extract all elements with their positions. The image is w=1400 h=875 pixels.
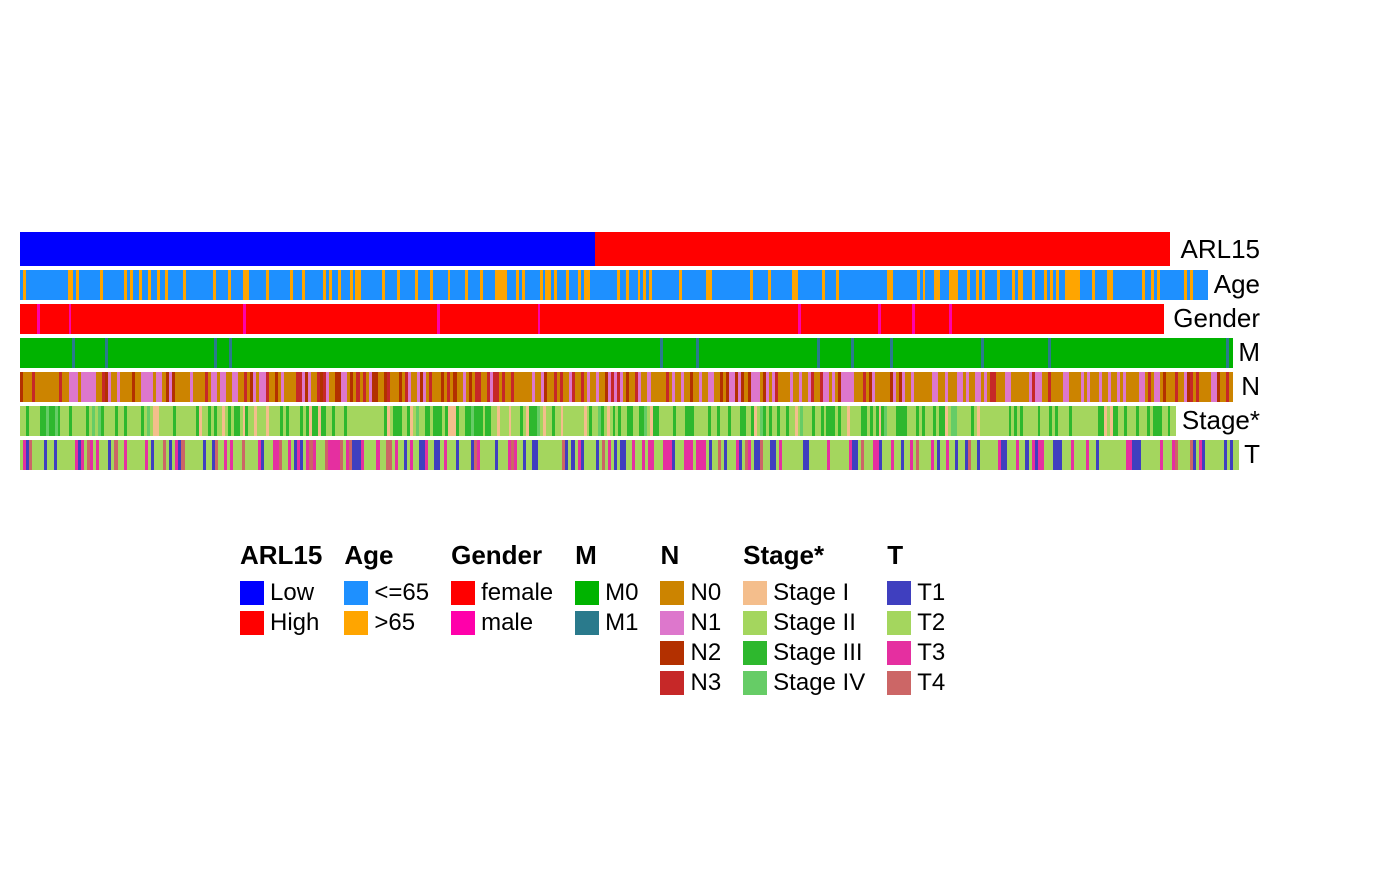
legend-swatch [660,641,684,665]
legend-item: male [451,609,553,637]
legend-label: male [481,609,533,637]
legend-label: Stage I [773,579,849,607]
legend-item: M1 [575,609,638,637]
track-cells-age [20,270,1206,300]
legend-label: Stage III [773,639,862,667]
legend-label: female [481,579,553,607]
track-arl15: ARL15 [20,232,1260,266]
legend-col-1: Age <=65>65 [344,540,429,699]
track-label-t: T [1244,439,1260,470]
legend-item: T2 [887,609,945,637]
legend-title: Age [344,540,429,571]
legend-swatch [240,611,264,635]
legend-item: N1 [660,609,721,637]
legend-label: Low [270,579,314,607]
legend-title: Gender [451,540,553,571]
legend-label: T2 [917,609,945,637]
legend-swatch [344,581,368,605]
legend-col-0: ARL15 LowHigh [240,540,322,699]
legend-col-2: Gender femalemale [451,540,553,699]
legend-label: N1 [690,609,721,637]
legend-area: ARL15LowHighAge<=65>65GenderfemalemaleMM… [240,540,945,699]
legend-col-6: T T1T2T3T4 [887,540,945,699]
legend-swatch [743,581,767,605]
legend-swatch [575,611,599,635]
chart-canvas: ARL15AgeGenderMNStage*T ARL15LowHighAge<… [0,0,1400,875]
legend-label: T4 [917,669,945,697]
track-cells-t [20,440,1236,470]
legend-item: N3 [660,669,721,697]
legend-label: N0 [690,579,721,607]
legend-swatch [887,671,911,695]
legend-col-5: Stage* Stage IStage IIStage IIIStage IV [743,540,865,699]
track-age: Age [20,269,1260,300]
track-label-stage: Stage* [1182,405,1260,436]
legend-item: N2 [660,639,721,667]
legend-item: M0 [575,579,638,607]
legend-label: M1 [605,609,638,637]
track-label-arl15: ARL15 [1181,234,1261,265]
track-n: N [20,371,1260,402]
legend-item: Stage I [743,579,865,607]
legend-item: >65 [344,609,429,637]
legend-swatch [240,581,264,605]
legend-swatch [660,581,684,605]
track-stage: Stage* [20,405,1260,436]
legend-item: Stage II [743,609,865,637]
legend-item: <=65 [344,579,429,607]
track-label-n: N [1241,371,1260,402]
track-cells-gender [20,304,1165,334]
legend-swatch [743,611,767,635]
legend-swatch [451,581,475,605]
legend-title: M [575,540,638,571]
legend-item: High [240,609,322,637]
legend-item: Stage IV [743,669,865,697]
legend-label: <=65 [374,579,429,607]
legend-item: N0 [660,579,721,607]
legend-item: Low [240,579,322,607]
track-label-m: M [1238,337,1260,368]
legend-item: T1 [887,579,945,607]
legend-swatch [660,611,684,635]
heatmap-area: ARL15 AgeGenderMNStage*T [20,232,1260,473]
track-gender: Gender [20,303,1260,334]
legend-swatch [660,671,684,695]
track-cells-stage [20,406,1174,436]
legend-title: T [887,540,945,571]
legend-item: Stage III [743,639,865,667]
track-m: M [20,337,1260,368]
legend-title: Stage* [743,540,865,571]
legend-title: ARL15 [240,540,322,571]
legend-swatch [743,641,767,665]
legend-label: Stage IV [773,669,865,697]
track-label-age: Age [1214,269,1260,300]
legend-item: female [451,579,553,607]
track-cells-m [20,338,1230,368]
legend-swatch [887,641,911,665]
track-cells-arl15 [20,232,1173,266]
legend-label: N2 [690,639,721,667]
legend-label: T3 [917,639,945,667]
legend-label: Stage II [773,609,856,637]
legend-label: T1 [917,579,945,607]
legend-swatch [887,611,911,635]
legend-swatch [575,581,599,605]
legend-title: N [660,540,721,571]
legend-swatch [344,611,368,635]
legend-label: M0 [605,579,638,607]
legend-col-3: M M0M1 [575,540,638,699]
legend-swatch [743,671,767,695]
legend-item: T4 [887,669,945,697]
legend-label: High [270,609,319,637]
legend-label: N3 [690,669,721,697]
track-label-gender: Gender [1173,303,1260,334]
legend-swatch [451,611,475,635]
track-t: T [20,439,1260,470]
legend-col-4: N N0N1N2N3 [660,540,721,699]
legend-swatch [887,581,911,605]
legend-label: >65 [374,609,415,637]
legend-item: T3 [887,639,945,667]
track-cells-n [20,372,1233,402]
